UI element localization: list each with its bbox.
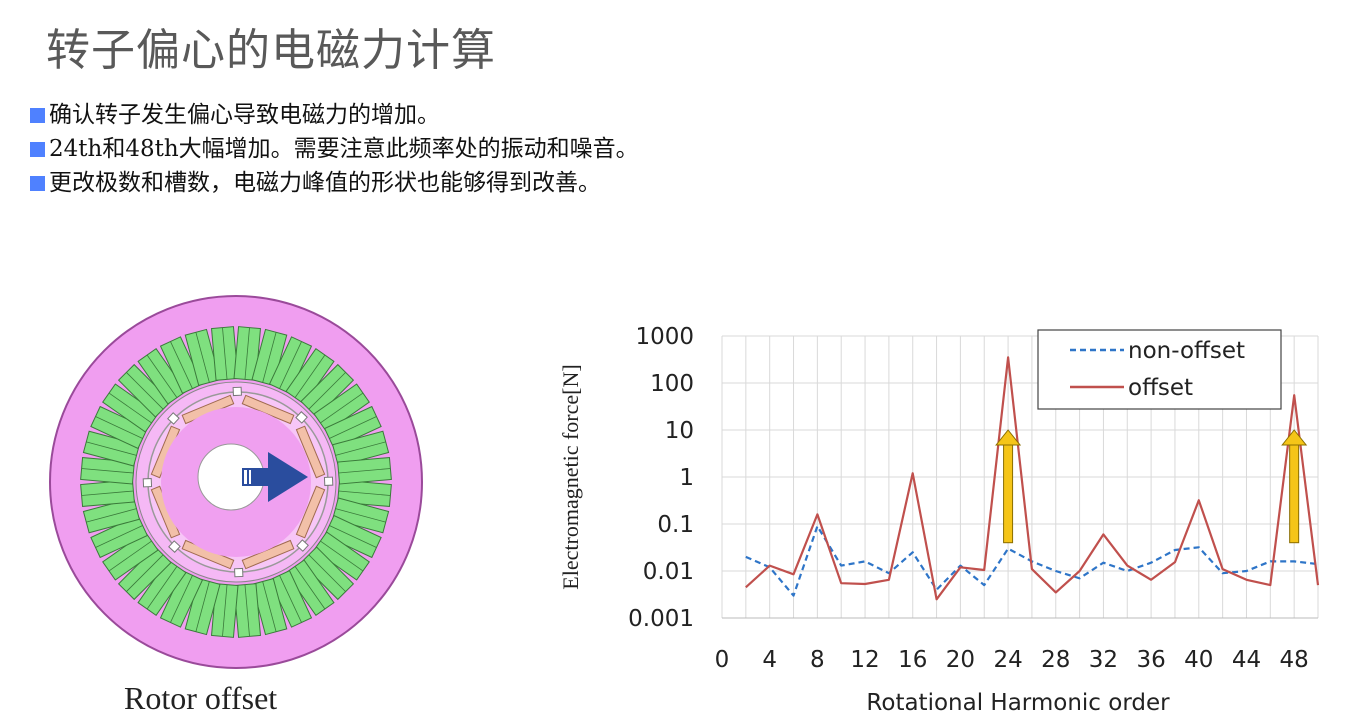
stator-tooth	[102, 531, 159, 581]
rotor-magnet	[241, 394, 308, 425]
bullet-text: 24th和48th大幅增加。需要注意此频率处的振动和噪音。	[49, 136, 639, 162]
x-tick-label: 20	[946, 647, 975, 673]
chart-legend: non-offset offset	[1037, 329, 1282, 410]
x-tick-label: 48	[1280, 647, 1309, 673]
stator-tooth	[137, 559, 187, 616]
legend-label-non-offset: non-offset	[1128, 338, 1245, 364]
stator-tooth	[159, 570, 204, 628]
stator-tooth	[251, 328, 288, 386]
rotor-offset-diagram	[49, 295, 423, 669]
stator-tooth	[332, 430, 390, 467]
stator-tooth	[251, 578, 288, 636]
stator-tooth	[80, 479, 135, 508]
y-tick-label: 10	[665, 418, 694, 444]
up-arrow-icon	[995, 429, 1022, 544]
stator-tooth	[82, 430, 140, 467]
page-title: 转子偏心的电磁力计算	[46, 25, 496, 76]
y-tick-label: 1	[679, 465, 694, 491]
stator-tooth	[313, 383, 370, 433]
stator-tooth	[90, 405, 148, 450]
stator-tooth	[117, 546, 172, 601]
stator-tooth	[324, 405, 382, 450]
bullet-item: 确认转子发生偏心导致电磁力的增加。	[30, 98, 639, 132]
stator-tooth	[313, 531, 370, 581]
x-tick-label: 28	[1041, 647, 1070, 673]
stator-tooth	[300, 546, 355, 601]
stator-tooth	[268, 570, 313, 628]
bullet-text: 更改极数和槽数，电磁力峰值的形状也能够得到改善。	[49, 170, 601, 196]
x-tick-labels: 0 4 8 12 16 20 24 28 32 36 40 44 48	[715, 647, 1309, 673]
stator-tooth	[137, 348, 187, 405]
stator-tooth	[184, 328, 221, 386]
up-arrow-icon	[1281, 429, 1308, 544]
bullet-square-icon	[30, 141, 45, 157]
x-tick-label: 32	[1089, 647, 1118, 673]
stator-tooth	[337, 456, 392, 485]
stator-tooth	[80, 456, 135, 485]
stator-tooth	[300, 363, 355, 418]
chart-annotations	[995, 429, 1308, 544]
bullet-square-icon	[30, 175, 45, 191]
stator-tooth	[210, 583, 239, 638]
stator-tooth	[117, 363, 172, 418]
y-tick-label: 0.1	[657, 512, 694, 538]
stator-tooth	[210, 326, 239, 381]
legend-box	[1037, 329, 1282, 410]
stator-tooth	[268, 336, 313, 394]
x-tick-label: 16	[898, 647, 927, 673]
bullet-text: 确认转子发生偏心导致电磁力的增加。	[49, 102, 440, 128]
y-tick-label: 0.01	[643, 559, 694, 585]
stator-tooth	[332, 497, 390, 534]
legend-label-offset: offset	[1128, 375, 1193, 401]
stator-tooth	[233, 326, 262, 381]
stator-tooth	[285, 559, 335, 616]
x-tick-label: 0	[715, 647, 730, 673]
stator-teeth	[80, 326, 392, 638]
stator-tooth	[285, 348, 335, 405]
x-tick-label: 40	[1184, 647, 1213, 673]
x-tick-label: 24	[993, 647, 1022, 673]
rotor-magnet	[150, 412, 181, 479]
rotor-caption: Rotor offset	[124, 680, 278, 716]
stator-tooth	[82, 497, 140, 534]
rotor-magnet	[295, 485, 326, 552]
x-tick-label: 12	[850, 647, 879, 673]
bullet-square-icon	[30, 107, 45, 123]
offset-arrow-icon	[242, 452, 308, 502]
y-axis-label: Electromagnetic force[N]	[558, 364, 583, 589]
y-tick-label: 1000	[635, 324, 694, 350]
bullet-item: 24th和48th大幅增加。需要注意此频率处的振动和噪音。	[30, 132, 639, 166]
stator-tooth	[233, 583, 262, 638]
stator-tooth	[324, 514, 382, 559]
y-tick-label: 100	[650, 371, 694, 397]
y-tick-label: 0.001	[628, 606, 694, 632]
x-tick-label: 8	[810, 647, 825, 673]
bullet-item: 更改极数和槽数，电磁力峰值的形状也能够得到改善。	[30, 166, 639, 200]
x-tick-label: 4	[762, 647, 777, 673]
stator-tooth	[102, 383, 159, 433]
stator-tooth	[337, 479, 392, 508]
rotor-magnet	[295, 425, 334, 486]
x-tick-label: 44	[1232, 647, 1261, 673]
bullet-list: 确认转子发生偏心导致电磁力的增加。 24th和48th大幅增加。需要注意此频率处…	[30, 98, 639, 200]
x-axis-label: Rotational Harmonic order	[866, 690, 1170, 716]
stator-tooth	[159, 336, 204, 394]
chart-series	[745, 356, 1320, 601]
x-tick-label: 36	[1136, 647, 1165, 673]
stator-tooth	[184, 578, 221, 636]
y-tick-labels: 1000 100 10 1 0.1 0.01 0.001	[628, 324, 694, 632]
stator-tooth	[90, 514, 148, 559]
